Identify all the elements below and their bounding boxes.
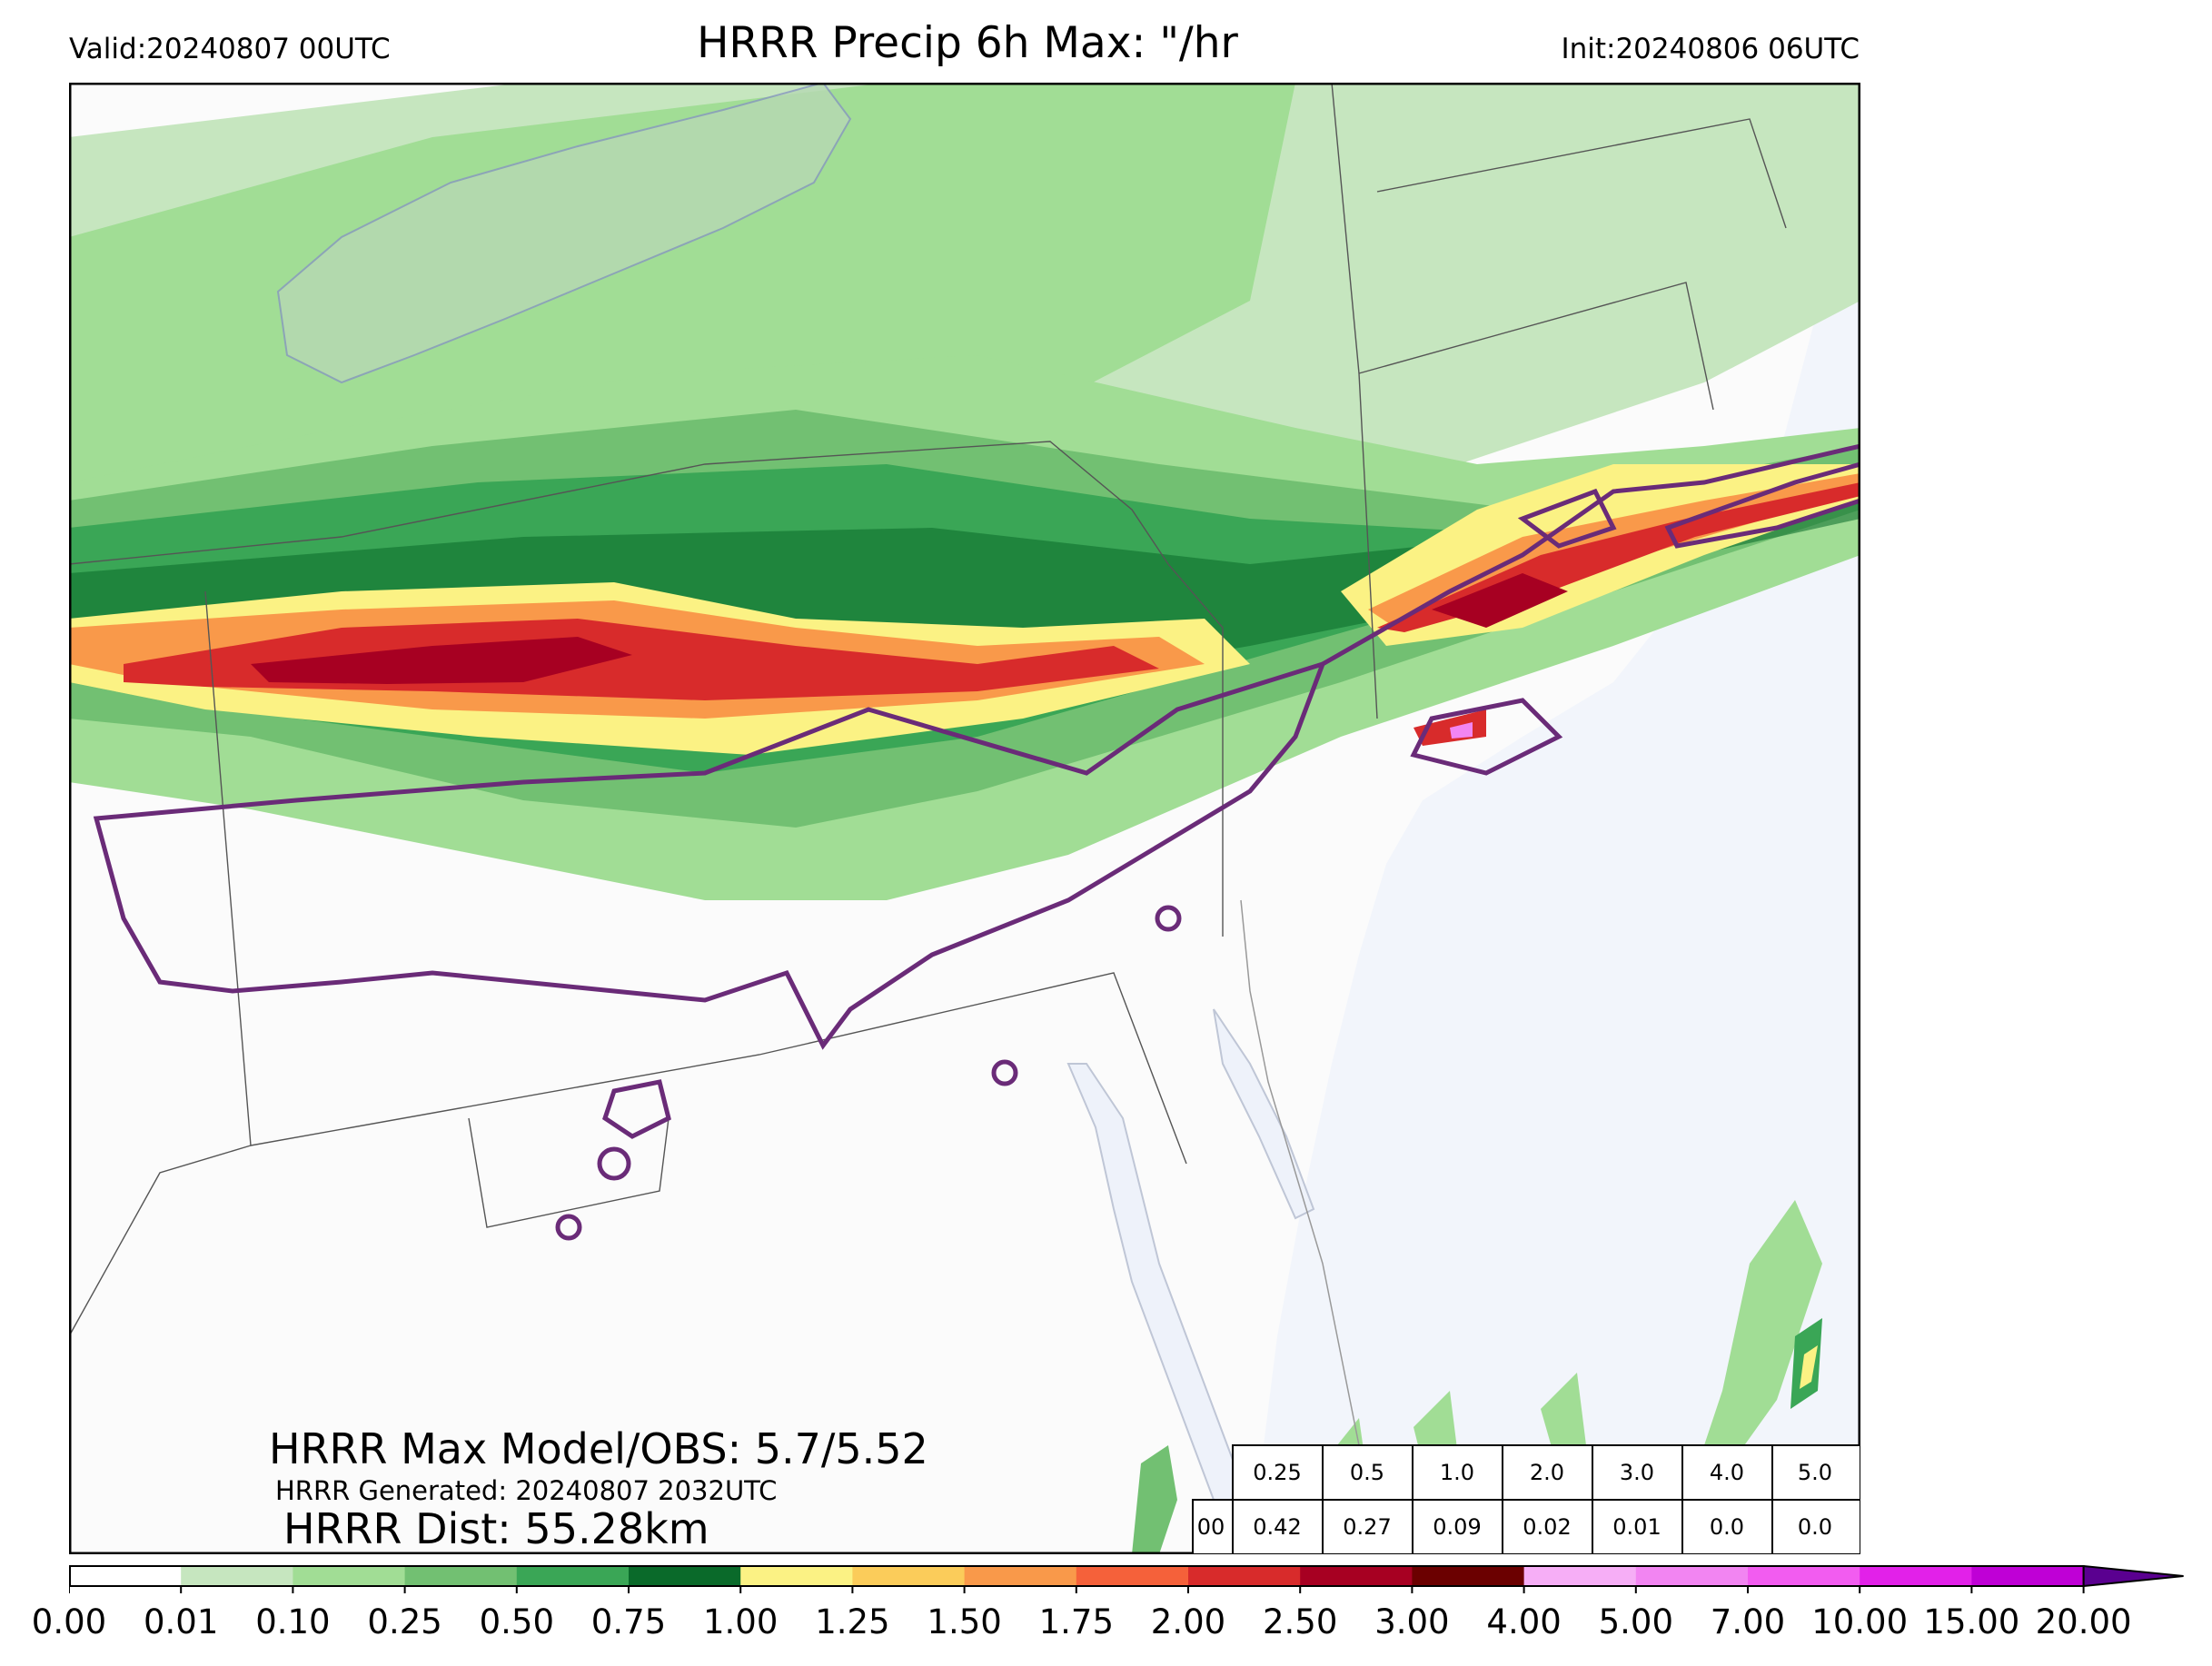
threshold-header: 3.0	[1620, 1460, 1654, 1485]
colorbar-tick-label: 1.75	[1038, 1602, 1114, 1641]
observed-contours	[93, 443, 1860, 1241]
colorbar-tick-label: 1.00	[702, 1602, 779, 1641]
colorbar-segment	[1971, 1566, 2085, 1586]
threshold-value: 0.09	[1433, 1514, 1481, 1540]
chesapeake-bay	[1066, 1063, 1270, 1554]
colorbar-tick-label: 15.00	[1923, 1602, 2020, 1641]
colorbar-segment	[293, 1566, 406, 1586]
colorbar-tick-label: 0.75	[590, 1602, 667, 1641]
colorbar-segment	[964, 1566, 1077, 1586]
threshold-table: 0.25 0.5 1.0 2.0 3.0 4.0 5.0 00 0.42 0.2…	[1192, 1444, 1860, 1554]
delaware-bay	[1213, 1008, 1315, 1220]
threshold-header: 0.25	[1253, 1460, 1301, 1485]
colorbar-segment	[1076, 1566, 1189, 1586]
init-time-label: Init:20240806 06UTC	[1561, 33, 1860, 65]
colorbar-tick-label: 2.00	[1150, 1602, 1226, 1641]
threshold-header: 4.0	[1710, 1460, 1744, 1485]
threshold-value: 0.0	[1710, 1514, 1744, 1540]
threshold-value: 0.02	[1523, 1514, 1571, 1540]
table-row-label: 00	[1197, 1514, 1225, 1540]
threshold-header: 5.0	[1798, 1460, 1832, 1485]
threshold-value: 0.01	[1612, 1514, 1661, 1540]
colorbar-tick-label: 7.00	[1710, 1602, 1786, 1641]
colorbar-segment	[1188, 1566, 1301, 1586]
colorbar-tick-label: 20.00	[2035, 1602, 2132, 1641]
colorbar-segment	[1748, 1566, 1860, 1586]
map-title: HRRR Precip 6h Max: "/hr	[697, 18, 1238, 68]
threshold-header: 1.0	[1440, 1460, 1474, 1485]
colorbar	[69, 1564, 2184, 1593]
colorbar-tick-label: 5.00	[1598, 1602, 1673, 1641]
colorbar-tick-label: 2.50	[1262, 1602, 1338, 1641]
generated-time-label: HRRR Generated: 20240807 2032UTC	[275, 1475, 778, 1506]
threshold-value: 0.0	[1798, 1514, 1832, 1540]
colorbar-extend-arrow	[2082, 1564, 2184, 1588]
colorbar-segment	[629, 1566, 741, 1586]
colorbar-segment	[1412, 1566, 1525, 1586]
distance-label: HRRR Dist: 55.28km	[283, 1504, 709, 1553]
colorbar-segment	[516, 1566, 630, 1586]
colorbar-tick-label: 4.00	[1486, 1602, 1562, 1641]
threshold-value: 0.42	[1253, 1514, 1301, 1540]
map-frame	[69, 83, 1860, 1554]
colorbar-segment	[69, 1566, 182, 1586]
threshold-value: 0.27	[1343, 1514, 1391, 1540]
colorbar-tick-label: 0.10	[255, 1602, 331, 1641]
colorbar-tick-label: 1.25	[815, 1602, 890, 1641]
colorbar-segment	[1860, 1566, 1972, 1586]
colorbar-tick-label: 0.01	[143, 1602, 219, 1641]
coastline	[1240, 899, 1378, 1554]
max-model-obs-label: HRRR Max Model/OBS: 5.7/5.52	[269, 1424, 928, 1473]
colorbar-tick-label: 0.25	[367, 1602, 442, 1641]
colorbar-tick-label: 0.50	[479, 1602, 554, 1641]
colorbar-segment	[181, 1566, 293, 1586]
lake-erie	[276, 83, 852, 384]
precip-map: 0.25 0.5 1.0 2.0 3.0 4.0 5.0 00 0.42 0.2…	[69, 83, 1860, 1554]
colorbar-tick-label: 1.50	[927, 1602, 1002, 1641]
colorbar-tick-labels: 0.00 0.01 0.10 0.25 0.50 0.75 1.00 1.25 1.50 1.75…	[0, 1602, 2212, 1648]
precip-shading	[69, 83, 1860, 1554]
valid-time-label: Valid:20240807 00UTC	[69, 33, 391, 65]
colorbar-segment	[740, 1566, 853, 1586]
state-boundaries	[69, 83, 1787, 1337]
colorbar-segment	[404, 1566, 518, 1586]
colorbar-segment	[1300, 1566, 1413, 1586]
colorbar-segment	[852, 1566, 966, 1586]
colorbar-segment	[1635, 1566, 1749, 1586]
threshold-header: 0.5	[1350, 1460, 1384, 1485]
colorbar-segment	[1523, 1566, 1637, 1586]
colorbar-tick-label: 0.00	[31, 1602, 107, 1641]
threshold-header: 2.0	[1530, 1460, 1564, 1485]
colorbar-tick-label: 10.00	[1811, 1602, 1909, 1641]
colorbar-tick-label: 3.00	[1374, 1602, 1450, 1641]
